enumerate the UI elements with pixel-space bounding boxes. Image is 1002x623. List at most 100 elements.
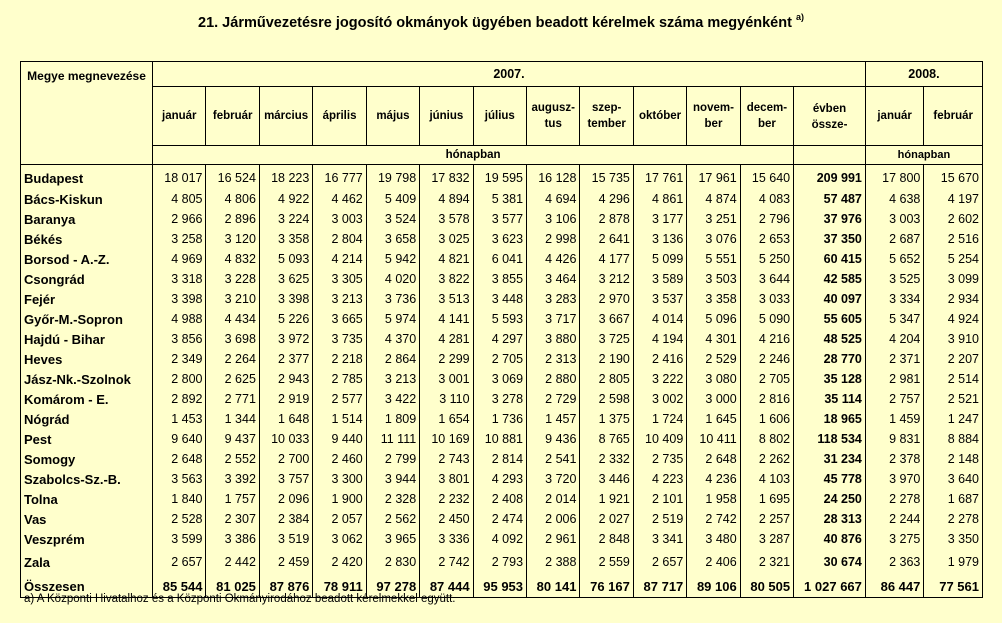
header-month: április (312, 86, 367, 146)
month-value: 2 785 (312, 369, 367, 389)
month-value: 5 974 (365, 309, 421, 329)
month-value-2008: 3 334 (864, 289, 925, 309)
month-value: 2 460 (312, 449, 367, 469)
month-value: 4 296 (579, 189, 634, 209)
month-value: 4 821 (419, 249, 474, 269)
month-value: 4 083 (739, 189, 795, 209)
month-value-2008: 2 363 (864, 549, 925, 575)
county-name: Borsod - A.-Z. (19, 249, 154, 269)
month-value: 4 370 (365, 329, 421, 349)
month-value: 4 103 (739, 469, 795, 489)
month-value: 2 257 (739, 509, 795, 529)
month-value: 3 224 (258, 209, 314, 229)
month-value: 3 177 (632, 209, 688, 229)
month-value-2008: 2 371 (864, 349, 925, 369)
month-value: 2 408 (472, 489, 528, 509)
month-value: 2 625 (205, 369, 260, 389)
month-value: 2 657 (632, 549, 688, 575)
month-value: 3 358 (686, 289, 741, 309)
month-value-2008: 2 244 (864, 509, 925, 529)
month-value: 4 806 (205, 189, 260, 209)
month-value-2008: 2 148 (923, 449, 983, 469)
month-value: 2 096 (258, 489, 314, 509)
month-value: 3 589 (632, 269, 688, 289)
month-value: 10 409 (632, 429, 688, 449)
month-value: 2 388 (526, 549, 581, 575)
month-value-2008: 17 800 (864, 164, 925, 189)
month-value: 2 896 (205, 209, 260, 229)
month-value: 1 757 (205, 489, 260, 509)
table-row: Heves 2 349 2 264 2 377 2 218 2 864 2 299 2 705… (19, 349, 983, 369)
month-value: 1 606 (739, 409, 795, 429)
month-value: 2 406 (686, 549, 741, 575)
month-value: 1 900 (312, 489, 367, 509)
month-value: 1 344 (205, 409, 260, 429)
month-value: 4 832 (205, 249, 260, 269)
month-value: 4 462 (312, 189, 367, 209)
month-value: 8 802 (739, 429, 795, 449)
month-value: 1 724 (632, 409, 688, 429)
header-month: augusz- tus (526, 86, 581, 146)
month-value: 5 250 (739, 249, 795, 269)
month-value: 3 213 (365, 369, 421, 389)
month-value: 4 894 (419, 189, 474, 209)
county-name: Hajdú - Bihar (19, 329, 154, 349)
month-value: 3 698 (205, 329, 260, 349)
month-value: 3 000 (686, 389, 741, 409)
month-value: 9 440 (312, 429, 367, 449)
month-value: 18 223 (258, 164, 314, 189)
month-value: 2 332 (579, 449, 634, 469)
year-total: 60 415 (793, 249, 866, 269)
month-value-2008: 3 003 (864, 209, 925, 229)
month-value: 76 167 (579, 575, 634, 598)
header-month: novem- ber (686, 86, 741, 146)
month-value: 2 653 (739, 229, 795, 249)
month-value: 2 328 (365, 489, 421, 509)
year-total: 45 778 (793, 469, 866, 489)
month-value: 3 480 (686, 529, 741, 549)
title-footnote-mark: a) (795, 12, 804, 22)
month-value-2008: 3 350 (923, 529, 983, 549)
month-value: 3 599 (152, 529, 207, 549)
month-value: 10 411 (686, 429, 741, 449)
month-value: 2 246 (739, 349, 795, 369)
month-value: 3 658 (365, 229, 421, 249)
year-total: 118 534 (793, 429, 866, 449)
county-name: Somogy (19, 449, 154, 469)
month-value: 3 062 (312, 529, 367, 549)
table-row: Somogy 2 648 2 552 2 700 2 460 2 799 2 743 2 81… (19, 449, 983, 469)
month-value: 2 474 (472, 509, 528, 529)
month-value: 2 450 (419, 509, 474, 529)
month-value-2008: 2 378 (864, 449, 925, 469)
month-value: 2 264 (205, 349, 260, 369)
month-value: 5 093 (258, 249, 314, 269)
month-value: 2 321 (739, 549, 795, 575)
month-value: 2 878 (579, 209, 634, 229)
month-value: 3 880 (526, 329, 581, 349)
year-total: 35 128 (793, 369, 866, 389)
month-value-2008: 5 254 (923, 249, 983, 269)
header-month: decem- ber (739, 86, 795, 146)
year-total: 30 674 (793, 549, 866, 575)
month-value: 85 544 (152, 575, 207, 598)
header-row-unit: hónapban hónapban (21, 145, 984, 165)
month-value: 3 623 (472, 229, 528, 249)
header-unit-2007: hónapban (152, 145, 795, 165)
county-name: Heves (19, 349, 154, 369)
header-month: február (205, 86, 260, 146)
header-month-2008: január (864, 86, 925, 146)
month-value: 9 640 (152, 429, 207, 449)
month-value: 2 528 (152, 509, 207, 529)
month-value: 2 729 (526, 389, 581, 409)
month-value: 3 972 (258, 329, 314, 349)
month-value: 3 757 (258, 469, 314, 489)
month-value: 3 258 (152, 229, 207, 249)
month-value: 1 840 (152, 489, 207, 509)
month-value: 3 136 (632, 229, 688, 249)
county-name: Komárom - E. (19, 389, 154, 409)
year-total: 57 487 (793, 189, 866, 209)
year-total: 37 976 (793, 209, 866, 229)
county-name: Pest (19, 429, 154, 449)
month-value-2008: 2 981 (864, 369, 925, 389)
month-value: 3 965 (365, 529, 421, 549)
